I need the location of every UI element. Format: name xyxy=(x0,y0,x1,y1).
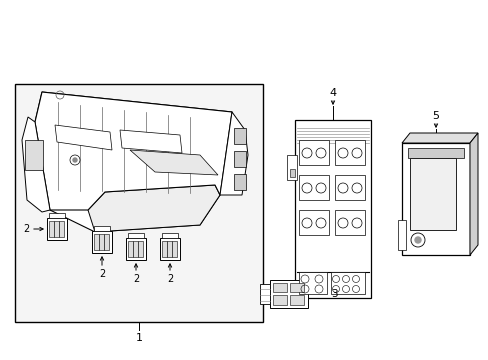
Bar xyxy=(334,210,364,235)
Bar xyxy=(49,213,65,218)
Bar xyxy=(94,234,99,250)
Polygon shape xyxy=(88,185,220,232)
Bar xyxy=(172,241,177,257)
Bar xyxy=(126,238,146,260)
Text: 1: 1 xyxy=(135,333,142,343)
Bar xyxy=(286,155,296,180)
Text: 2: 2 xyxy=(23,224,29,234)
Bar xyxy=(160,238,180,260)
Polygon shape xyxy=(22,117,50,212)
Bar xyxy=(234,128,245,144)
Bar xyxy=(49,221,54,237)
Bar xyxy=(401,143,469,255)
Bar xyxy=(234,151,245,167)
Bar xyxy=(104,234,109,250)
Bar xyxy=(128,241,132,257)
Bar xyxy=(99,234,103,250)
Polygon shape xyxy=(220,112,247,195)
Bar xyxy=(334,140,364,165)
Bar xyxy=(330,272,364,294)
Polygon shape xyxy=(120,130,182,153)
Bar xyxy=(289,295,304,305)
Text: 2: 2 xyxy=(166,274,173,284)
Circle shape xyxy=(414,237,420,243)
Bar xyxy=(59,221,64,237)
Bar xyxy=(409,158,455,230)
Bar xyxy=(289,169,294,177)
Polygon shape xyxy=(260,284,269,304)
Text: 5: 5 xyxy=(431,111,439,121)
Text: 3: 3 xyxy=(330,289,337,299)
Bar xyxy=(298,175,328,200)
Bar xyxy=(133,241,138,257)
Bar xyxy=(272,295,286,305)
Bar xyxy=(92,231,112,253)
Bar xyxy=(15,84,263,322)
Bar xyxy=(25,140,43,170)
Bar xyxy=(289,283,304,292)
Bar xyxy=(138,241,142,257)
Bar xyxy=(234,174,245,190)
Polygon shape xyxy=(469,133,477,255)
Polygon shape xyxy=(401,133,477,143)
Bar xyxy=(54,221,59,237)
Text: 2: 2 xyxy=(99,269,105,279)
Polygon shape xyxy=(55,125,112,150)
Bar xyxy=(298,140,328,165)
Bar xyxy=(298,210,328,235)
Bar xyxy=(407,148,463,158)
Bar xyxy=(272,283,286,292)
Circle shape xyxy=(73,158,77,162)
Polygon shape xyxy=(35,92,240,232)
Bar xyxy=(47,218,67,240)
Text: 2: 2 xyxy=(133,274,139,284)
Bar xyxy=(294,120,370,298)
Polygon shape xyxy=(130,150,218,175)
Bar xyxy=(269,280,307,308)
Bar xyxy=(167,241,171,257)
Bar xyxy=(162,241,166,257)
Bar xyxy=(334,175,364,200)
Bar xyxy=(94,226,110,231)
Bar xyxy=(397,220,405,250)
Bar xyxy=(162,233,178,238)
Polygon shape xyxy=(35,92,231,210)
Bar xyxy=(128,233,143,238)
Bar xyxy=(298,272,326,294)
Text: 4: 4 xyxy=(329,88,336,98)
